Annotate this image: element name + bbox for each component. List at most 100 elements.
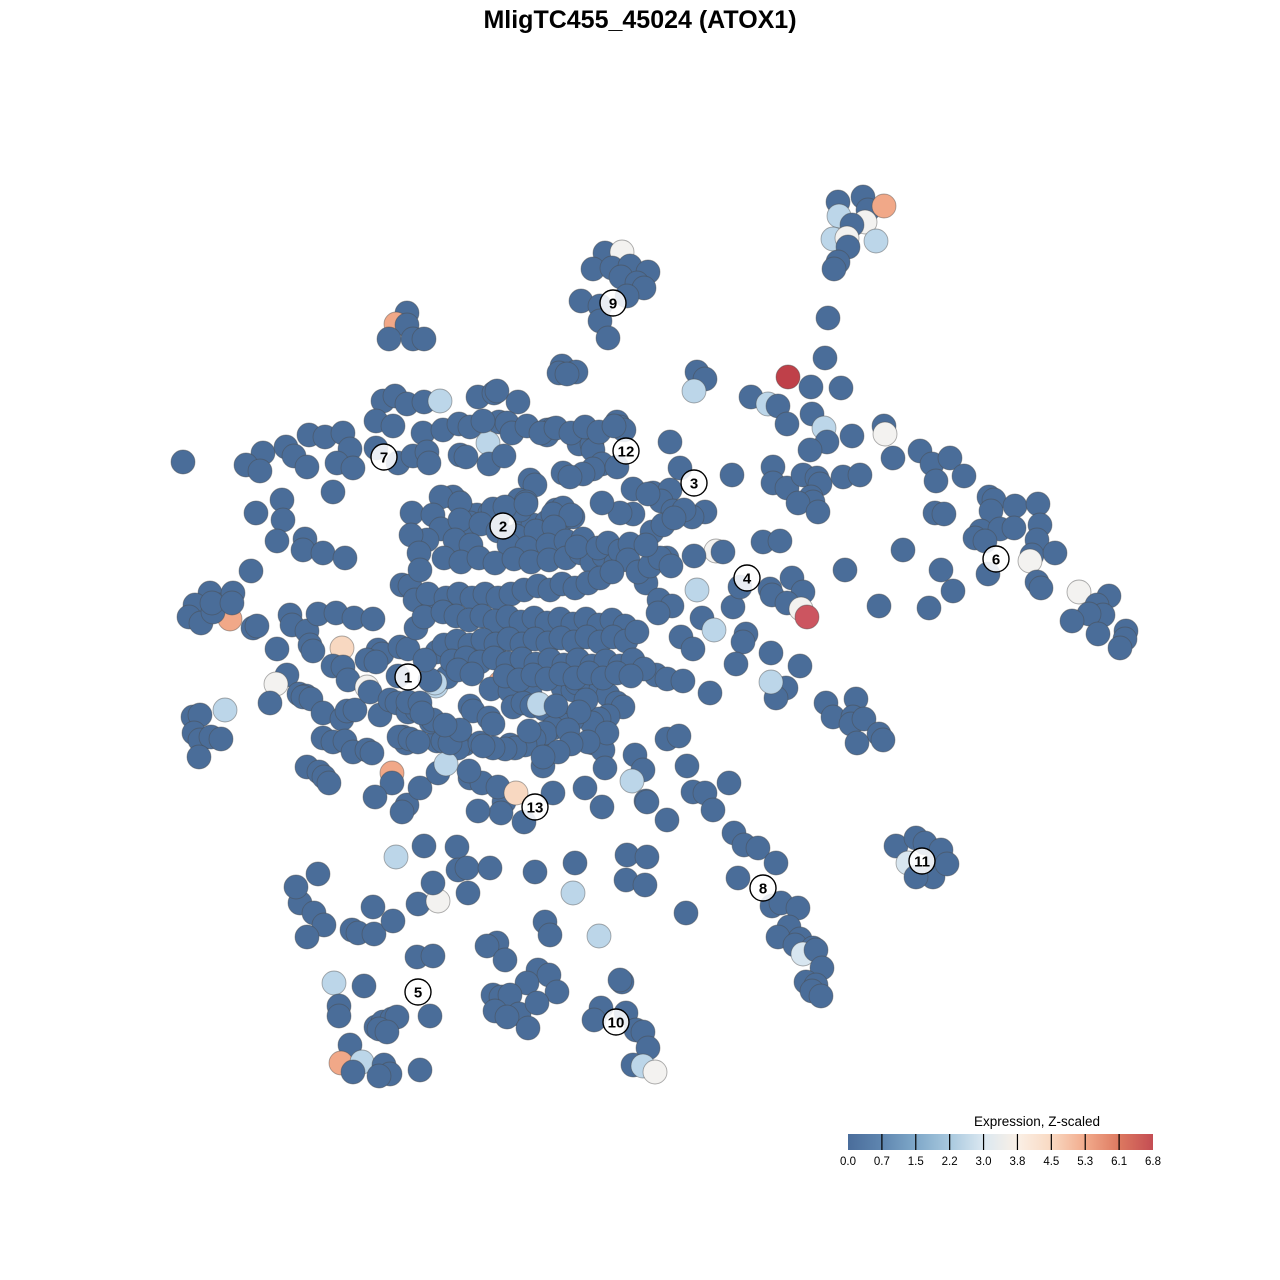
data-point: [847, 462, 873, 488]
data-point: [362, 784, 388, 810]
data-point: [558, 502, 584, 528]
cluster-label-2: 2: [489, 512, 517, 540]
data-point: [444, 834, 470, 860]
data-point: [407, 775, 433, 801]
data-point: [871, 193, 897, 219]
data-point: [758, 640, 784, 666]
data-point: [332, 545, 358, 571]
data-point: [581, 1007, 607, 1033]
data-point: [632, 872, 658, 898]
cluster-label-6: 6: [982, 545, 1010, 573]
cluster-badge-number: 6: [992, 551, 1000, 568]
cluster-badge-number: 13: [527, 799, 544, 816]
data-point: [470, 408, 496, 434]
data-point: [700, 797, 726, 823]
data-point: [934, 851, 960, 877]
data-point: [409, 700, 435, 726]
data-point: [607, 967, 633, 993]
legend-tick-label: 6.8: [1145, 1156, 1161, 1168]
data-point: [360, 606, 386, 632]
data-point: [1107, 635, 1133, 661]
data-point: [540, 780, 566, 806]
data-point: [477, 855, 503, 881]
data-point: [697, 680, 723, 706]
data-point: [1001, 515, 1027, 541]
data-point: [376, 326, 402, 352]
data-point: [851, 706, 877, 732]
data-point: [758, 669, 784, 695]
cluster-label-5: 5: [404, 978, 432, 1006]
data-point: [488, 800, 514, 826]
data-point: [872, 421, 898, 447]
data-point: [1042, 540, 1068, 566]
data-point: [839, 423, 865, 449]
data-point: [412, 647, 438, 673]
cluster-badge-circle: [404, 978, 432, 1006]
data-point: [186, 744, 212, 770]
data-point: [427, 388, 453, 414]
data-point: [494, 1004, 520, 1030]
data-point: [798, 374, 824, 400]
data-point: [832, 557, 858, 583]
data-point: [940, 578, 966, 604]
data-point: [505, 389, 531, 415]
data-point: [264, 528, 290, 554]
data-point: [670, 668, 696, 694]
cluster-badge-number: 10: [608, 1014, 625, 1031]
data-point: [212, 697, 238, 723]
data-point: [340, 455, 366, 481]
data-point: [562, 850, 588, 876]
data-point: [680, 636, 706, 662]
data-point: [170, 449, 196, 475]
data-point: [321, 970, 347, 996]
data-point: [923, 468, 949, 494]
cluster-badge-circle: [733, 564, 761, 592]
data-point: [480, 711, 506, 737]
data-point: [1028, 575, 1054, 601]
data-point: [379, 770, 405, 796]
data-point: [863, 228, 889, 254]
data-point: [380, 413, 406, 439]
data-point: [399, 500, 425, 526]
data-point: [243, 500, 269, 526]
data-point: [383, 844, 409, 870]
data-point: [657, 429, 683, 455]
data-point: [645, 600, 671, 626]
data-point: [238, 558, 264, 584]
data-point: [1002, 493, 1028, 519]
data-point: [808, 983, 834, 1009]
cluster-badge-number: 11: [914, 853, 930, 870]
legend-colorbar: [848, 1134, 1153, 1150]
legend-tick-label: 2.2: [942, 1156, 958, 1168]
data-point: [492, 947, 518, 973]
data-point: [763, 850, 789, 876]
cluster-badge-circle: [602, 1008, 630, 1036]
data-point: [785, 490, 811, 516]
data-point: [294, 454, 320, 480]
legend-tick-label: 3.0: [976, 1156, 992, 1168]
data-point: [1017, 548, 1043, 574]
data-point: [453, 444, 479, 470]
data-point: [455, 880, 481, 906]
cluster-label-1: 1: [394, 663, 422, 691]
data-point: [681, 543, 707, 569]
data-point: [366, 1063, 392, 1089]
data-point: [411, 326, 437, 352]
scatter-points: [170, 184, 1139, 1089]
data-point: [515, 1015, 541, 1041]
data-point: [595, 325, 621, 351]
data-point: [666, 723, 692, 749]
data-point: [821, 256, 847, 282]
data-point: [294, 924, 320, 950]
data-point: [208, 726, 234, 752]
data-point: [745, 835, 771, 861]
legend-tick-label: 0.7: [874, 1156, 890, 1168]
cluster-label-11: 11: [908, 847, 936, 875]
data-point: [601, 413, 627, 439]
data-point: [524, 990, 550, 1016]
data-point: [599, 559, 625, 585]
data-point: [775, 364, 801, 390]
data-point: [592, 755, 618, 781]
